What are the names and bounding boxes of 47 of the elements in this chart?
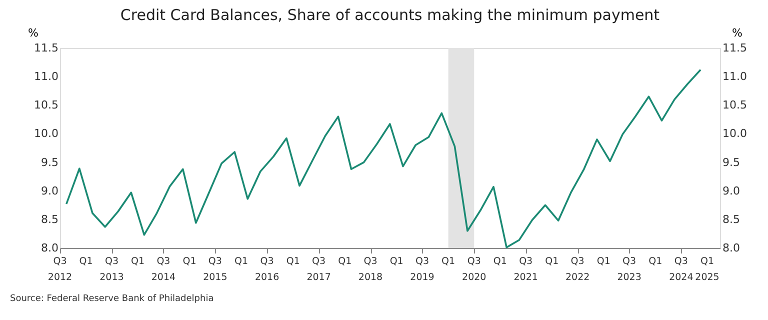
y-tick-label: 9.0	[41, 184, 58, 198]
x-tick-label: Q3 2020	[462, 256, 486, 283]
x-tick-label: Q1	[596, 256, 610, 267]
x-tick-label: Q1	[390, 256, 404, 267]
x-tick-label: Q3 2017	[306, 256, 331, 283]
x-tick-label: Q1	[286, 256, 300, 267]
y2-tick-label: 8.0	[722, 242, 740, 254]
line-series	[65, 68, 702, 248]
x-tick-label: Q1	[442, 256, 456, 267]
y-tick-label: 8.0	[41, 242, 58, 254]
y2-tick-label: 11.5	[722, 42, 747, 54]
x-tick-label: Q3 2019	[410, 256, 434, 283]
x-tick-label: Q3 2016	[254, 256, 280, 283]
x-tick-label: Q3 2023	[617, 256, 642, 283]
x-tick-label: Q1 2025	[695, 256, 720, 283]
x-tick-label: Q1	[131, 256, 145, 267]
source-note: Source: Federal Reserve Bank of Philadelphia	[10, 294, 214, 304]
x-tick-label: Q3 2024	[669, 256, 694, 283]
y2-tick-label: 10.5	[722, 98, 747, 112]
x-tick-label: Q1	[338, 256, 352, 267]
x-tick-label: Q1	[493, 256, 507, 267]
y-tick-label: 10.0	[34, 127, 58, 140]
y2-tick-label: 9.5	[722, 156, 740, 169]
y-tick-label: 11.5	[34, 42, 58, 54]
x-tick-label: Q3 2012	[48, 256, 72, 283]
y2-tick-label: 9.0	[722, 184, 740, 198]
y-axis-title: %	[28, 26, 38, 40]
x-tick-label: Q3 2018	[358, 256, 383, 283]
x-tick-label: Q3 2021	[514, 256, 538, 283]
x-tick-label: Q3 2022	[565, 256, 590, 283]
y2-tick-label: 11.0	[722, 70, 747, 84]
y-tick-label: 9.5	[41, 156, 58, 169]
y-tick-label: 11.0	[34, 70, 58, 84]
chart-title: Credit Card Balances, Share of accounts making the minimum payment	[120, 6, 660, 24]
x-tick-label: Q1	[648, 256, 662, 267]
y-tick-label: 8.5	[41, 212, 58, 226]
y2-tick-label: 10.0	[722, 127, 747, 140]
y2-axis-title: %	[732, 26, 742, 40]
x-tick-label: Q1	[545, 256, 559, 267]
x-tick-label: Q3 2014	[151, 256, 176, 283]
x-tick-label: Q3 2013	[100, 256, 124, 283]
y2-tick-label: 8.5	[722, 212, 740, 226]
x-tick-label: Q1	[79, 256, 93, 267]
y-tick-label: 10.5	[34, 98, 58, 112]
x-tick-label: Q1	[234, 256, 248, 267]
x-tick-label: Q1	[182, 256, 196, 267]
x-tick-label: Q3 2015	[203, 256, 228, 283]
